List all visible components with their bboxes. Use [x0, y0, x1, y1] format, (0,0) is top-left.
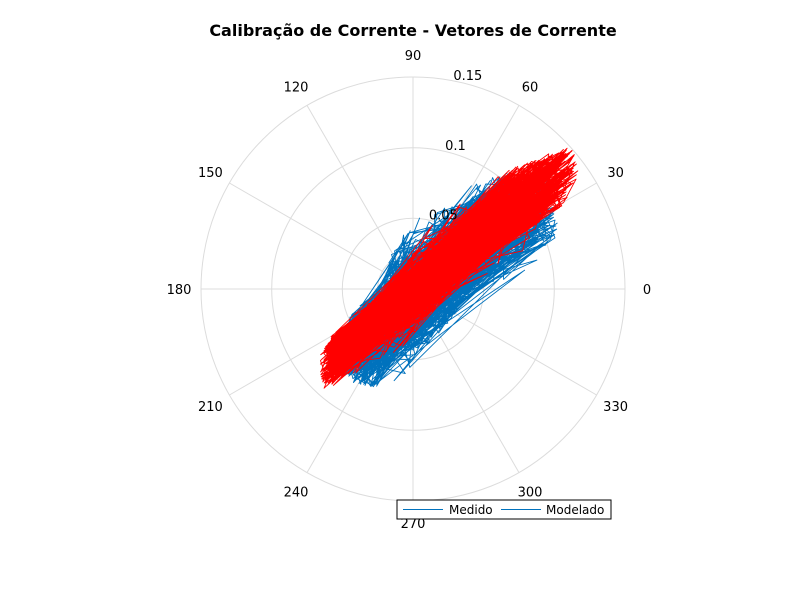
r-tick-label: 0.1	[445, 139, 466, 154]
legend: Medido Modelado	[396, 499, 612, 520]
theta-tick-label: 180	[167, 283, 192, 298]
theta-tick-label: 210	[198, 400, 223, 415]
theta-tick-label: 150	[198, 166, 223, 181]
theta-tick-label: 300	[518, 486, 543, 501]
r-grid-ring	[271, 147, 555, 431]
theta-tick-label: 240	[284, 486, 309, 501]
legend-label-medido: Medido	[449, 503, 493, 517]
tick-labels: 0 30 60 90 120 150 180 210 240 270 300 330 0.05 0.1 0.…	[167, 49, 652, 532]
r-tick-label: 0.15	[453, 69, 482, 84]
theta-tick-label: 0	[643, 283, 651, 298]
theta-grid-line	[229, 182, 414, 290]
theta-tick-label: 60	[522, 80, 539, 95]
legend-label-modelado: Modelado	[546, 503, 604, 517]
series-trace-modelado	[319, 147, 579, 389]
r-tick-label: 0.05	[429, 208, 458, 223]
theta-tick-label: 270	[401, 517, 426, 532]
theta-tick-label: 120	[284, 80, 309, 95]
theta-tick-label: 90	[405, 49, 422, 64]
chart-title: Calibração de Corrente - Vetores de Corr…	[209, 21, 617, 40]
theta-tick-label: 30	[607, 166, 624, 181]
theta-tick-label: 330	[603, 400, 628, 415]
data-layer	[319, 147, 579, 389]
